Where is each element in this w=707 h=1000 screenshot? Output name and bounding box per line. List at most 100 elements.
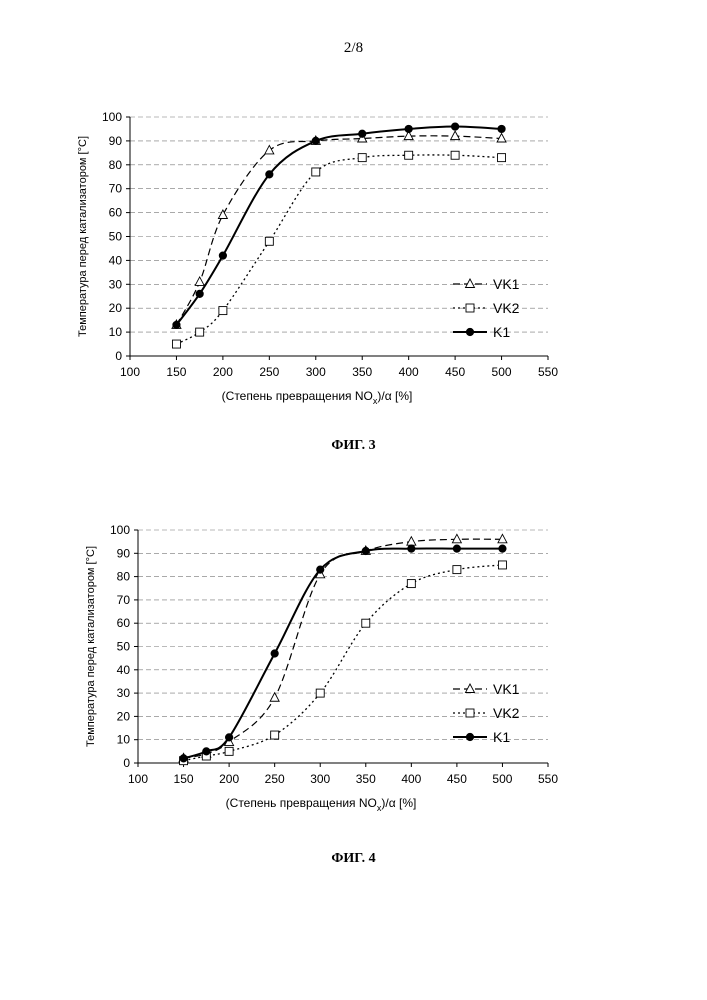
legend-label-VK2: VK2 xyxy=(493,705,520,721)
data-point-K1 xyxy=(452,544,461,553)
legend-label-K1: K1 xyxy=(493,729,510,745)
data-point-K1 xyxy=(451,122,460,131)
legend-label-VK1: VK1 xyxy=(493,276,520,292)
data-point-K1 xyxy=(218,251,227,260)
x-tick-label: 100 xyxy=(120,365,140,379)
y-tick-label: 80 xyxy=(117,570,131,584)
x-tick-label: 250 xyxy=(265,772,285,786)
data-point-K1 xyxy=(316,565,325,574)
data-point-VK2 xyxy=(357,153,367,163)
series-K1 xyxy=(179,544,507,763)
x-tick-label: 450 xyxy=(447,772,467,786)
data-point-K1 xyxy=(497,124,506,134)
data-point-K1 xyxy=(270,649,279,658)
y-axis-label: Температура перед катализатором [°C] xyxy=(77,136,89,337)
x-tick-label: 400 xyxy=(401,772,421,786)
x-tick-label: 400 xyxy=(399,365,419,379)
data-point-VK1 xyxy=(194,275,205,286)
y-tick-label: 30 xyxy=(109,277,123,291)
y-tick-label: 100 xyxy=(110,523,130,537)
x-axis-label: (Степень превращения NOx)/α [%] xyxy=(226,796,417,813)
y-tick-label: 80 xyxy=(109,158,123,172)
legend-label-VK1: VK1 xyxy=(493,681,520,697)
x-axis-label: (Степень превращения NOx)/α [%] xyxy=(222,389,413,406)
series-VK2 xyxy=(179,560,507,766)
chart-fig-4: 0 10 20 30 40 50 60 70 80 90 100 100 150 200 250 300 350… xyxy=(85,523,558,813)
y-tick-label: 90 xyxy=(117,546,131,560)
data-point-VK1 xyxy=(403,130,414,141)
data-point-VK2 xyxy=(171,339,181,349)
x-tick-label: 250 xyxy=(259,365,279,379)
data-point-VK2 xyxy=(264,236,274,246)
data-point-VK1 xyxy=(496,132,507,143)
data-point-K1 xyxy=(202,747,211,756)
legend-entry-VK1: VK1 xyxy=(453,276,520,292)
data-point-VK1 xyxy=(497,533,508,544)
y-tick-label: 100 xyxy=(102,110,122,124)
series-VK2 xyxy=(171,150,507,349)
data-point-K1 xyxy=(361,546,370,556)
x-tick-label: 450 xyxy=(445,365,465,379)
y-tick-label: 0 xyxy=(123,756,130,770)
series-line-VK1 xyxy=(183,538,503,759)
x-tick-label: 200 xyxy=(213,365,233,379)
legend-marker-VK1 xyxy=(464,278,476,288)
data-point-VK2 xyxy=(452,565,462,575)
x-tick-label: 100 xyxy=(128,772,148,786)
data-point-VK1 xyxy=(264,144,275,155)
legend-entry-K1: K1 xyxy=(453,324,510,340)
legend-entry-VK2: VK2 xyxy=(453,300,520,316)
data-point-VK2 xyxy=(497,153,507,163)
x-tick-label: 350 xyxy=(352,365,372,379)
y-tick-label: 70 xyxy=(117,593,131,607)
y-tick-label: 90 xyxy=(109,134,123,148)
series-line-K1 xyxy=(183,547,503,760)
data-point-K1 xyxy=(172,320,181,330)
data-point-K1 xyxy=(498,544,507,553)
data-point-VK2 xyxy=(311,167,321,177)
data-point-VK2 xyxy=(404,150,414,160)
y-tick-label: 50 xyxy=(109,230,123,244)
x-tick-label: 500 xyxy=(492,772,512,786)
y-tick-label: 60 xyxy=(109,206,123,220)
x-tick-label: 350 xyxy=(356,772,376,786)
legend-marker-K1 xyxy=(465,327,475,337)
data-point-K1 xyxy=(311,136,320,146)
y-tick-label: 20 xyxy=(117,709,131,723)
data-point-VK2 xyxy=(224,746,234,756)
x-tick-label: 550 xyxy=(538,772,558,786)
y-tick-label: 10 xyxy=(109,325,123,339)
data-point-VK2 xyxy=(406,579,416,589)
legend-marker-VK2 xyxy=(465,303,475,313)
figure-caption-4: ФИГ. 4 xyxy=(331,851,376,866)
series-line-VK2 xyxy=(176,154,502,345)
legend-marker-VK2 xyxy=(465,708,475,718)
data-point-VK2 xyxy=(450,150,460,160)
y-tick-label: 0 xyxy=(115,349,122,363)
legend-entry-VK1: VK1 xyxy=(453,681,520,697)
legend-marker-K1 xyxy=(465,732,475,742)
y-axis-label: Температура перед катализатором [°C] xyxy=(85,546,97,747)
data-point-VK2 xyxy=(315,688,325,698)
x-tick-label: 150 xyxy=(174,772,194,786)
series-line-VK2 xyxy=(183,564,503,762)
data-point-VK2 xyxy=(270,730,280,740)
data-point-VK2 xyxy=(218,306,228,316)
data-point-K1 xyxy=(265,170,274,179)
data-point-VK1 xyxy=(449,130,461,141)
data-point-K1 xyxy=(407,544,416,553)
x-tick-label: 300 xyxy=(306,365,326,379)
data-point-VK2 xyxy=(361,618,371,628)
series-line-VK1 xyxy=(175,135,502,326)
data-point-VK2 xyxy=(195,327,205,337)
data-point-K1 xyxy=(358,129,367,138)
data-point-K1 xyxy=(195,289,204,298)
legend-entry-K1: K1 xyxy=(453,729,510,745)
data-point-VK1 xyxy=(451,533,463,544)
y-tick-label: 70 xyxy=(109,182,123,196)
legend-label-VK2: VK2 xyxy=(493,300,520,316)
y-tick-label: 60 xyxy=(117,616,131,630)
data-point-VK1 xyxy=(269,691,280,702)
page-number: 2/8 xyxy=(343,40,364,56)
legend-marker-VK1 xyxy=(464,683,476,693)
